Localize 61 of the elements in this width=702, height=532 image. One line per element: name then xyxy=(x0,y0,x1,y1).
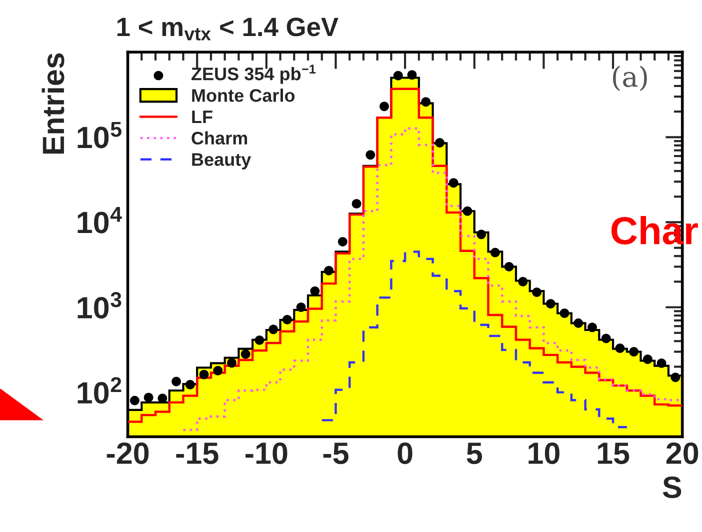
point xyxy=(587,322,597,332)
legend-label: ZEUS 354 pb$^{−1}$ xyxy=(191,64,316,84)
point xyxy=(324,266,334,276)
x-axis-title: S xyxy=(662,476,682,498)
point xyxy=(421,97,431,107)
x-tick-label: 10 xyxy=(528,442,560,464)
x-tick-label: 5 xyxy=(466,442,482,464)
point xyxy=(518,276,528,286)
point xyxy=(462,206,472,216)
legend-label: Monte Carlo xyxy=(192,88,295,102)
point xyxy=(227,358,236,368)
point xyxy=(393,70,403,80)
point xyxy=(213,366,223,376)
point xyxy=(434,138,444,148)
y-tick-label: 10$^{2}$ xyxy=(78,377,122,404)
y-tick-label: 10$^{3}$ xyxy=(78,292,122,319)
point xyxy=(504,262,514,272)
point xyxy=(615,343,625,353)
chart-title: 1 < m$_{vtx}$ < 1.4 GeV xyxy=(117,18,338,40)
point xyxy=(172,376,182,386)
point xyxy=(629,346,639,356)
y-tick-label: 10$^{4}$ xyxy=(78,207,122,234)
point xyxy=(601,334,611,344)
point xyxy=(199,370,209,380)
annotation: (a) xyxy=(613,66,647,92)
point xyxy=(380,102,390,112)
point xyxy=(185,380,195,390)
point xyxy=(407,70,417,80)
point xyxy=(560,308,570,318)
point xyxy=(366,150,376,160)
point xyxy=(268,324,278,334)
legend-label: LF xyxy=(192,110,212,124)
point xyxy=(656,358,666,368)
point xyxy=(448,178,458,188)
point xyxy=(642,354,652,364)
x-tick-label: -20 xyxy=(106,442,149,464)
legend-label: Beauty xyxy=(192,153,252,170)
legend-label: Charm xyxy=(192,131,248,145)
point xyxy=(296,302,306,312)
x-tick-label: 15 xyxy=(598,442,630,464)
point xyxy=(490,248,500,258)
point xyxy=(532,288,542,298)
x-tick-label: 20 xyxy=(666,442,698,464)
point xyxy=(476,230,486,240)
point xyxy=(130,396,140,406)
point xyxy=(254,335,264,345)
x-tick-label: -10 xyxy=(246,442,288,464)
x-tick-label: -15 xyxy=(176,442,218,464)
point xyxy=(352,198,362,208)
x-tick-label: 0 xyxy=(398,442,412,464)
y-tick-label: 10$^{5}$ xyxy=(78,122,122,148)
point xyxy=(574,318,584,328)
y-axis-title: Entries xyxy=(42,53,64,154)
point xyxy=(240,349,250,359)
point xyxy=(144,392,154,402)
point xyxy=(310,286,320,296)
point xyxy=(670,372,680,382)
point xyxy=(546,298,556,308)
x-tick-label: -5 xyxy=(323,442,348,464)
point xyxy=(282,314,292,324)
point xyxy=(338,236,348,246)
